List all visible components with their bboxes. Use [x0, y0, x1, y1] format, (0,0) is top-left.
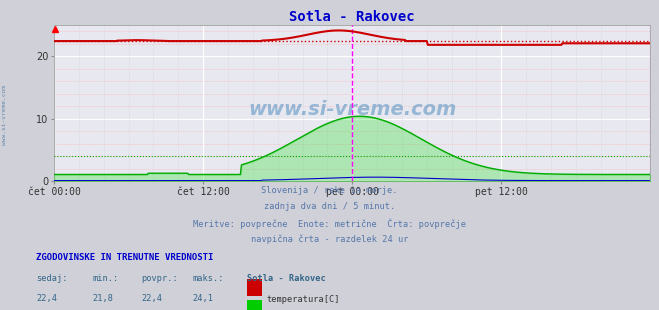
Text: zadnja dva dni / 5 minut.: zadnja dva dni / 5 minut. — [264, 202, 395, 211]
Text: sedaj:: sedaj: — [36, 274, 68, 283]
Text: min.:: min.: — [92, 274, 119, 283]
Text: Meritve: povprečne  Enote: metrične  Črta: povprečje: Meritve: povprečne Enote: metrične Črta:… — [193, 218, 466, 229]
Text: www.si-vreme.com: www.si-vreme.com — [248, 100, 457, 119]
Text: navpična črta - razdelek 24 ur: navpična črta - razdelek 24 ur — [251, 234, 408, 244]
Text: Sotla - Rakovec: Sotla - Rakovec — [247, 274, 326, 283]
Text: temperatura[C]: temperatura[C] — [267, 294, 341, 303]
Text: 24,1: 24,1 — [192, 294, 214, 303]
Text: povpr.:: povpr.: — [142, 274, 179, 283]
Text: Slovenija / reke in morje.: Slovenija / reke in morje. — [261, 186, 398, 195]
Text: 21,8: 21,8 — [92, 294, 113, 303]
Text: 22,4: 22,4 — [142, 294, 163, 303]
Text: 22,4: 22,4 — [36, 294, 57, 303]
Title: Sotla - Rakovec: Sotla - Rakovec — [289, 10, 415, 24]
Text: www.si-vreme.com: www.si-vreme.com — [2, 85, 7, 145]
Text: maks.:: maks.: — [192, 274, 224, 283]
Text: ZGODOVINSKE IN TRENUTNE VREDNOSTI: ZGODOVINSKE IN TRENUTNE VREDNOSTI — [36, 253, 214, 262]
